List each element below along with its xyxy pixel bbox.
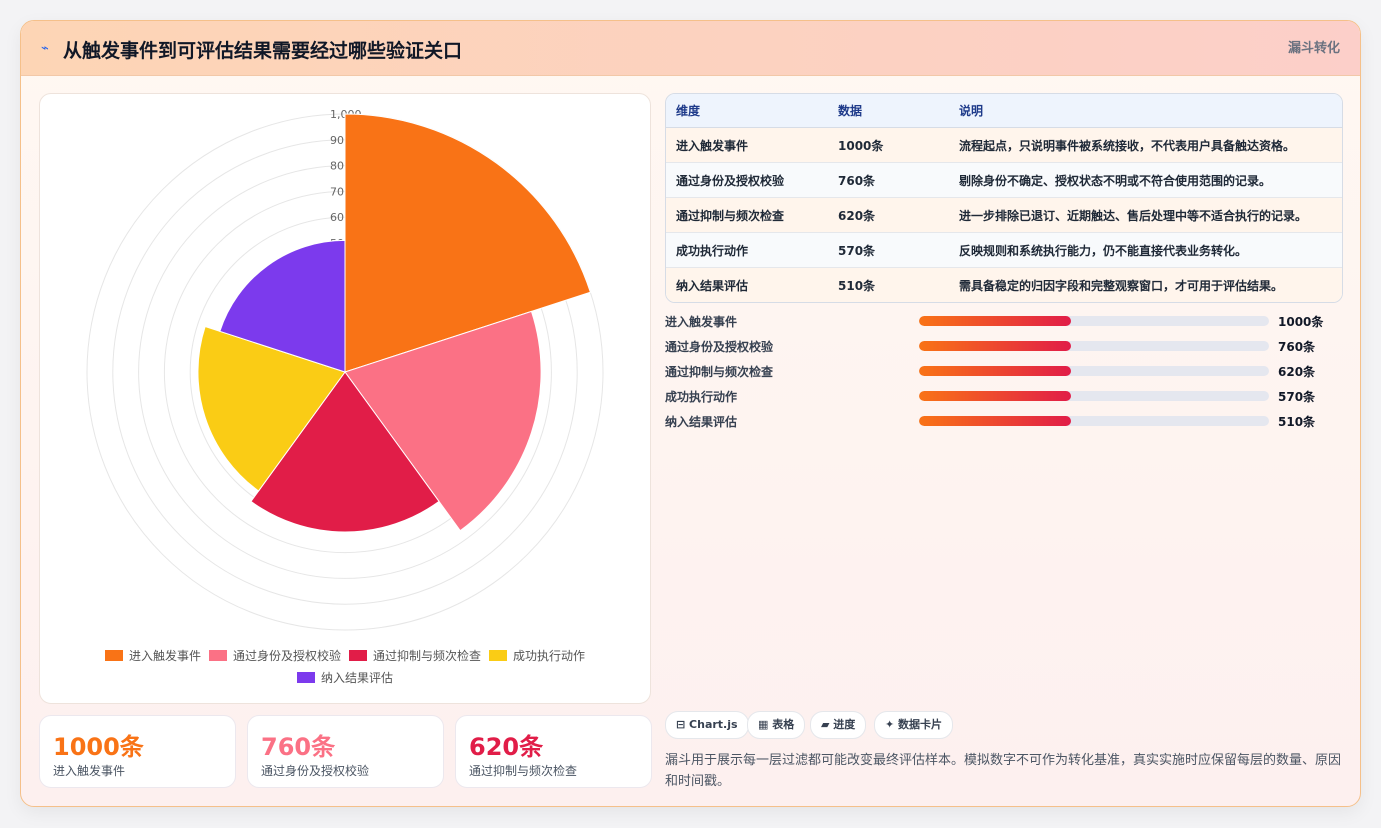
- polar-area-chart: 1,000900800700600500: [86, 108, 604, 631]
- progress-fill: [919, 391, 1072, 401]
- progress-fill: [919, 366, 1072, 376]
- stat-card: 620条 通过抑制与频次检查: [455, 715, 652, 788]
- legend-swatch: [349, 650, 367, 661]
- progress-value: 760条: [1278, 340, 1316, 354]
- legend-item[interactable]: 进入触发事件: [104, 645, 201, 667]
- progress-fill: [919, 416, 1072, 426]
- polar-sector: [219, 239, 346, 373]
- progress-row: 成功执行动作 570条: [665, 386, 1341, 406]
- card-header: ⌁ 从触发事件到可评估结果需要经过哪些验证关口 漏斗转化: [21, 21, 1360, 76]
- column-header: 维度: [666, 94, 828, 128]
- table-cell: 1000条: [828, 127, 949, 163]
- progress-label: 纳入结果评估: [665, 415, 738, 429]
- chart-legend: 进入触发事件 通过身份及授权校验 通过抑制与频次检查 成功执行动作纳入结果评估: [40, 645, 650, 689]
- progress-label: 成功执行动作: [665, 390, 738, 404]
- chip-data-cards[interactable]: ✦ 数据卡片: [874, 711, 954, 739]
- polar-chart-panel: 1,000900800700600500 进入触发事件 通过身份及授权校验 通过抑制…: [39, 93, 651, 704]
- chip-table[interactable]: ▦ 表格: [747, 711, 806, 739]
- progress-fill: [919, 341, 1072, 351]
- category-tag: 漏斗转化: [1287, 41, 1340, 56]
- column-header: 说明: [949, 94, 1342, 128]
- table-row: 通过抑制与频次检查 620条 进一步排除已退订、近期触达、售后处理中等不适合执行…: [666, 197, 1342, 233]
- progress-value: 570条: [1278, 390, 1316, 404]
- table-row: 通过身份及授权校验 760条 剔除身份不确定、授权状态不明或不符合使用范围的记录…: [666, 162, 1342, 198]
- progress-row: 通过抑制与频次检查 620条: [665, 361, 1341, 381]
- legend-item[interactable]: 通过身份及授权校验: [208, 645, 341, 667]
- progress-value: 1000条: [1278, 315, 1324, 329]
- data-table: 维度 数据 说明 进入触发事件 1000条 流程起点，只说明事件被系统接收，不代…: [665, 93, 1343, 303]
- table-row: 纳入结果评估 510条 需具备稳定的归因字段和完整观察窗口，才可用于评估结果。: [666, 267, 1342, 302]
- page-title: 从触发事件到可评估结果需要经过哪些验证关口: [63, 40, 463, 62]
- table-cell: 反映规则和系统执行能力，仍不能直接代表业务转化。: [949, 232, 1342, 268]
- polar-sector: [197, 325, 346, 492]
- table-cell: 流程起点，只说明事件被系统接收，不代表用户具备触达资格。: [949, 127, 1342, 163]
- column-header: 数据: [828, 94, 949, 128]
- progress-fill: [919, 316, 1072, 326]
- progress-label: 通过身份及授权校验: [665, 340, 774, 354]
- table-cell: 纳入结果评估: [666, 267, 828, 302]
- legend-item[interactable]: 成功执行动作: [489, 645, 585, 667]
- table-cell: 510条: [828, 267, 949, 302]
- legend-label: 进入触发事件: [128, 649, 201, 663]
- progress-value: 620条: [1278, 365, 1316, 379]
- progress-track: [919, 391, 1269, 401]
- progress-label: 通过抑制与频次检查: [665, 365, 774, 379]
- legend-swatch: [104, 650, 123, 661]
- table-cell: 620条: [828, 197, 949, 233]
- legend-label: 通过抑制与频次检查: [373, 649, 482, 663]
- legend-label: 成功执行动作: [513, 649, 586, 663]
- table-cell: 通过抑制与频次检查: [666, 197, 828, 233]
- stat-label: 进入触发事件: [53, 764, 126, 778]
- polar-sector: [250, 371, 440, 533]
- table-cell: 760条: [828, 162, 949, 198]
- table-cell: 进一步排除已退订、近期触达、售后处理中等不适合执行的记录。: [949, 197, 1342, 233]
- table-row: 进入触发事件 1000条 流程起点，只说明事件被系统接收，不代表用户具备触达资格…: [666, 127, 1342, 163]
- table-header-row: 维度 数据 说明: [666, 94, 1342, 128]
- legend-label: 通过身份及授权校验: [232, 649, 341, 663]
- chip-chartjs[interactable]: ⊟ Chart.js: [665, 711, 749, 739]
- progress-row: 进入触发事件 1000条: [665, 311, 1341, 331]
- chip-progress[interactable]: ▰ 进度: [810, 711, 867, 739]
- stat-value: 620条: [469, 733, 544, 761]
- legend-swatch: [208, 650, 227, 661]
- progress-label: 进入触发事件: [665, 315, 738, 329]
- stat-card: 760条 通过身份及授权校验: [247, 715, 444, 788]
- table-cell: 成功执行动作: [666, 232, 828, 268]
- stat-label: 通过抑制与频次检查: [469, 764, 578, 778]
- progress-value: 510条: [1278, 415, 1316, 429]
- progress-track: [919, 341, 1269, 351]
- progress-track: [919, 316, 1269, 326]
- table-cell: 剔除身份不确定、授权状态不明或不符合使用范围的记录。: [949, 162, 1342, 198]
- bolt-icon: ⌁: [41, 41, 49, 56]
- table-row: 成功执行动作 570条 反映规则和系统执行能力，仍不能直接代表业务转化。: [666, 232, 1342, 268]
- polar-sector: [344, 113, 592, 373]
- legend-swatch: [296, 672, 315, 683]
- table-cell: 通过身份及授权校验: [666, 162, 828, 198]
- legend-swatch: [489, 650, 508, 661]
- dashboard-card: ⌁ 从触发事件到可评估结果需要经过哪些验证关口 漏斗转化 1,000900800…: [20, 20, 1361, 807]
- table-cell: 需具备稳定的归因字段和完整观察窗口，才可用于评估结果。: [949, 267, 1342, 302]
- progress-track: [919, 366, 1269, 376]
- stat-value: 1000条: [53, 733, 144, 761]
- legend-item[interactable]: 通过抑制与频次检查: [349, 645, 481, 667]
- progress-track: [919, 416, 1269, 426]
- polar-sector: [344, 310, 542, 532]
- table-cell: 进入触发事件: [666, 127, 828, 163]
- legend-label: 纳入结果评估: [320, 671, 393, 685]
- stat-label: 通过身份及授权校验: [261, 764, 370, 778]
- footnote: 漏斗用于展示每一层过滤都可能改变最终评估样本。模拟数字不可作为转化基准，真实实施…: [665, 753, 1342, 789]
- progress-row: 纳入结果评估 510条: [665, 411, 1341, 431]
- legend-item[interactable]: 纳入结果评估: [296, 667, 393, 689]
- stat-value: 760条: [261, 733, 336, 761]
- stat-card: 1000条 进入触发事件: [39, 715, 236, 788]
- table-cell: 570条: [828, 232, 949, 268]
- progress-row: 通过身份及授权校验 760条: [665, 336, 1341, 356]
